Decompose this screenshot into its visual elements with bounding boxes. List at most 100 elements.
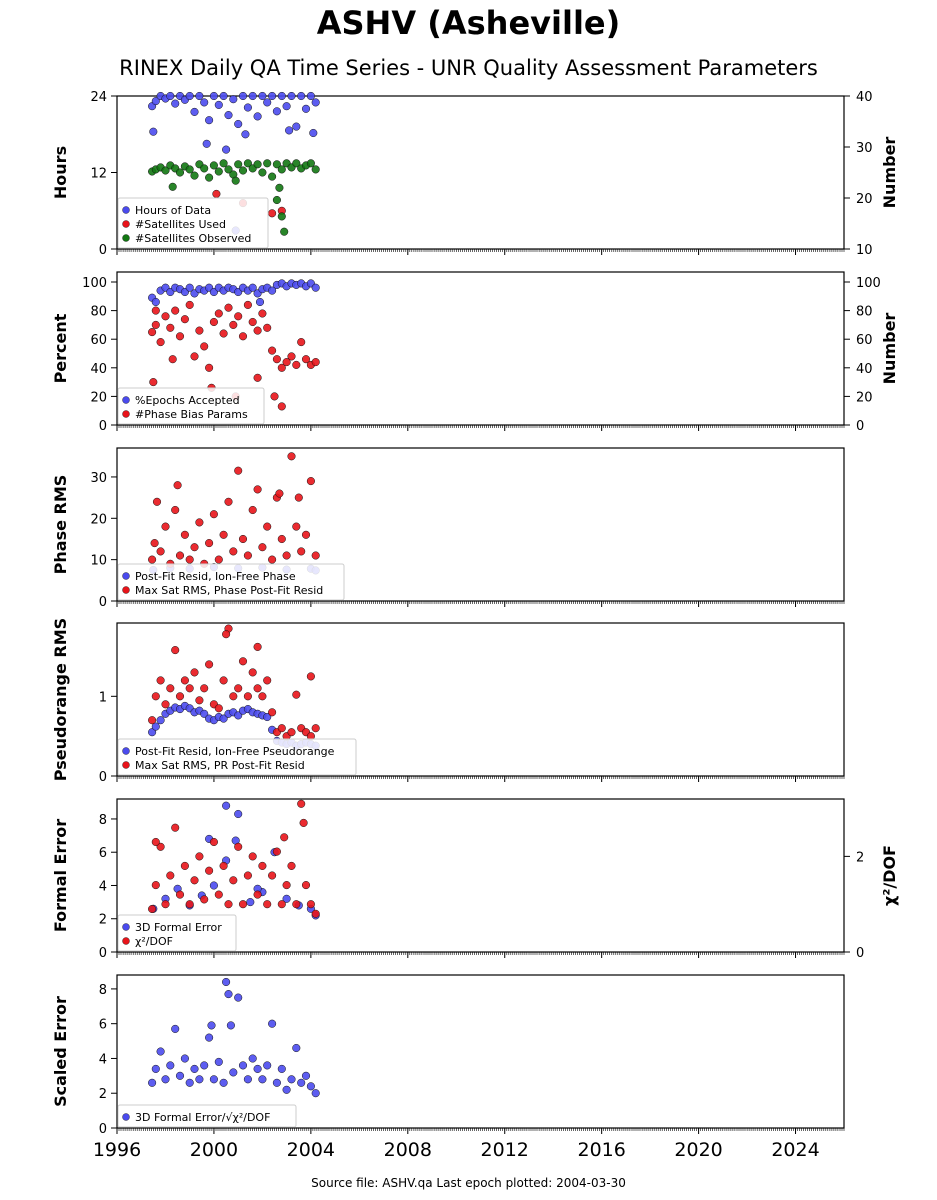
legend-box (117, 1104, 297, 1128)
data-point (151, 692, 160, 701)
data-point (248, 283, 257, 292)
data-point (248, 317, 257, 327)
data-point (258, 91, 267, 101)
data-point (311, 98, 320, 107)
data-point (209, 881, 218, 890)
data-point (209, 1075, 218, 1084)
y2-tick-label: 100 (856, 276, 881, 291)
data-point (175, 890, 185, 899)
y-tick-label: 0 (99, 770, 107, 785)
panel-phase: 0 10 20 30 Phase RMS Post-Fit Resid, Ion-Free… (51, 447, 845, 610)
data-point (263, 676, 272, 685)
data-point (270, 392, 279, 401)
legend-entry: Post-Fit Resid, Ion-Free Phase (135, 570, 296, 583)
data-point (234, 119, 243, 129)
data-point (222, 630, 231, 639)
data-point (148, 328, 157, 337)
y-tick-label: 80 (90, 305, 107, 320)
data-point (309, 128, 318, 138)
data-point (268, 209, 277, 218)
data-point (151, 722, 160, 731)
x-tick-label: 1996 (93, 1139, 141, 1161)
data-point (277, 165, 286, 174)
data-point (234, 993, 243, 1002)
data-point (272, 195, 281, 205)
x-major-ticks-percent (116, 425, 797, 431)
data-point (219, 676, 228, 685)
data-point (224, 900, 233, 909)
legend-pseudorange: Post-Fit Resid, Ion-Free PseudorangeMax … (117, 738, 357, 776)
x-major-ticks-hours (116, 249, 797, 255)
legend-box (117, 914, 237, 952)
data-point (222, 145, 231, 154)
data-point (222, 977, 231, 987)
x-minor-ticks-hours (118, 249, 845, 252)
data-point (200, 342, 209, 351)
data-point (156, 676, 165, 685)
y2-axis-label: Number (880, 313, 899, 385)
y-tick-label: 0 (99, 946, 107, 961)
data-point (205, 1033, 214, 1042)
x-tick-label: 2024 (771, 1139, 819, 1161)
series-scaled-0 (148, 977, 320, 1098)
data-point (149, 378, 158, 387)
data-point (297, 338, 306, 347)
data-point (156, 716, 165, 725)
data-point (209, 317, 218, 327)
y-tick-label: 30 (90, 471, 107, 486)
data-point (277, 91, 286, 101)
data-point (258, 692, 267, 701)
data-point (185, 300, 194, 309)
data-point (275, 489, 284, 498)
data-point (156, 547, 165, 556)
data-point (253, 373, 262, 382)
data-point (195, 696, 204, 705)
data-point (277, 724, 286, 733)
data-point (277, 534, 286, 544)
data-point (243, 159, 252, 168)
data-point (248, 91, 257, 101)
panel-scaled: 0 2 4 6 8 Scaled Error 3D Formal Error/√χ²/DOF… (51, 974, 845, 1161)
y-axis-label: Phase RMS (51, 475, 70, 575)
data-point (209, 510, 218, 519)
y-tick-label: 8 (99, 983, 107, 998)
data-point (190, 107, 199, 116)
data-point (297, 91, 306, 101)
data-point (151, 320, 160, 329)
data-point (151, 97, 160, 106)
y-tick-label: 4 (99, 1052, 107, 1067)
data-point (224, 111, 233, 120)
legend-entry: Max Sat RMS, PR Post-Fit Resid (135, 759, 305, 772)
data-point (248, 1054, 257, 1063)
data-point (268, 555, 277, 564)
data-point (277, 1064, 286, 1073)
data-point (253, 890, 262, 899)
y2-tick-label: 10 (856, 243, 873, 258)
data-point (234, 466, 243, 475)
legend-entry: 3D Formal Error/√χ²/DOF (135, 1111, 270, 1124)
x-minor-ticks-scaled (118, 1128, 845, 1131)
data-point (200, 709, 209, 718)
data-point (234, 312, 243, 321)
data-point (166, 91, 175, 101)
data-point (272, 107, 281, 116)
y-tick-label: 0 (99, 1122, 107, 1137)
data-point (171, 306, 180, 315)
data-point (280, 227, 289, 236)
data-point (311, 358, 320, 367)
data-point (282, 894, 291, 903)
data-point (282, 881, 291, 890)
data-point (161, 700, 170, 709)
data-point (171, 505, 180, 515)
data-point (190, 1064, 199, 1073)
data-point (214, 704, 223, 713)
data-point (241, 130, 250, 139)
data-point (185, 165, 194, 174)
data-point (185, 900, 194, 909)
data-point (301, 1071, 311, 1080)
data-point (190, 543, 199, 552)
y-tick-label: 12 (90, 167, 107, 182)
y-tick-label: 20 (90, 512, 107, 527)
data-point (195, 1075, 204, 1084)
data-point (229, 547, 238, 556)
